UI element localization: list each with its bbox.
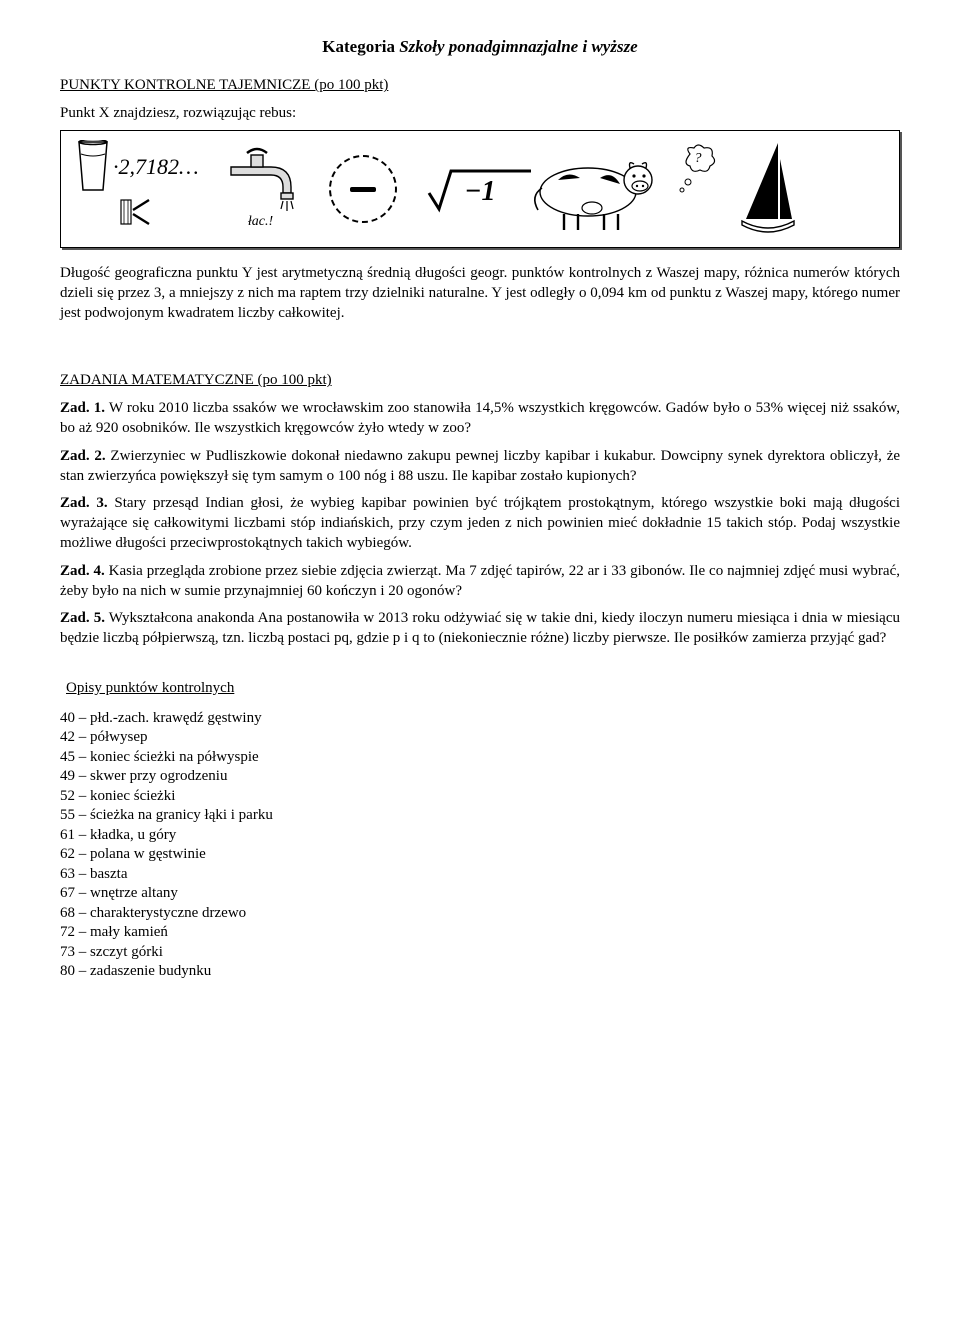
rebus-k-wrap [113,196,161,238]
opis-item: 80 – zadaszenie budynku [60,962,900,982]
opis-item: 55 – ścieżka na granicy łąki i parku [60,806,900,826]
zad-3: Zad. 3. Stary przesąd Indian głosi, że w… [60,494,900,553]
minus-icon [350,187,376,192]
opisy-list: 40 – płd.-zach. krawędź gęstwiny 42 – pó… [60,709,900,982]
zad-5-label: Zad. 5. [60,610,105,626]
rebus-sqrt: −1 [425,165,496,213]
opisy-heading: Opisy punktów kontrolnych [66,679,900,699]
zad-2: Zad. 2. Zwierzyniec w Pudliszkowie dokon… [60,447,900,487]
tap-icon [221,147,301,217]
title-italic: Szkoły ponadgimnazjalne i wyższe [399,37,638,56]
punkt-x-intro: Punkt X znajdziesz, rozwiązując rebus: [60,104,900,124]
rebus-glass-col: ·2,7182… [75,140,199,238]
zad-5: Zad. 5. Wykształcona anakonda Ana postan… [60,609,900,649]
rebus-box: ·2,7182… [60,130,900,248]
rebus-sqrt-value: −1 [465,174,496,211]
zad-4-text: Kasia przegląda zrobione przez siebie zd… [60,563,900,599]
rebus-dashed-circle [323,149,403,229]
cow-icon [518,144,678,234]
rebus-bubble-text: ? [694,151,701,166]
zad-1-label: Zad. 1. [60,400,105,416]
opis-item: 63 – baszta [60,865,900,885]
opis-item: 40 – płd.-zach. krawędź gęstwiny [60,709,900,729]
zad-3-label: Zad. 3. [60,495,108,511]
zad-3-text: Stary przesąd Indian głosi, że wybieg ka… [60,495,900,551]
rebus-tap-col: łac.! [221,147,301,231]
opis-item: 72 – mały kamień [60,923,900,943]
sailboat-icon [740,139,796,239]
opis-item: 52 – koniec ścieżki [60,787,900,807]
page-title: Kategoria Szkoły ponadgimnazjalne i wyżs… [60,36,900,58]
rebus-k-label [113,196,161,238]
opis-item: 49 – skwer przy ogrodzeniu [60,767,900,787]
zad-5-text: Wykształcona anakonda Ana postanowiła w … [60,610,900,646]
opis-item: 61 – kładka, u góry [60,826,900,846]
zad-4: Zad. 4. Kasia przegląda zrobione przez s… [60,562,900,602]
zad-4-label: Zad. 4. [60,563,105,579]
thought-bubble-icon: ? [672,144,718,200]
opis-item: 45 – koniec ścieżki na półwyspie [60,748,900,768]
glass-icon [75,140,111,192]
opis-item: 42 – półwysep [60,728,900,748]
zad-2-text: Zwierzyniec w Pudliszkowie dokonał nieda… [60,448,900,484]
opis-item: 67 – wnętrze altany [60,884,900,904]
opis-item: 73 – szczyt górki [60,943,900,963]
rebus-lac-label: łac.! [248,213,273,231]
rebus-number: ·2,7182… [113,152,199,181]
zadania-heading: ZADANIA MATEMATYCZNE (po 100 pkt) [60,371,900,391]
dlugosc-paragraph: Długość geograficzna punktu Y jest arytm… [60,264,900,323]
opis-item: 68 – charakterystyczne drzewo [60,904,900,924]
zad-1: Zad. 1. W roku 2010 liczba ssaków we wro… [60,399,900,439]
zad-2-label: Zad. 2. [60,448,106,464]
opis-item: 62 – polana w gęstwinie [60,845,900,865]
zad-1-text: W roku 2010 liczba ssaków we wrocławskim… [60,400,900,436]
rebus-cow-col: ? [518,144,718,234]
title-plain: Kategoria [322,37,399,56]
punkty-heading: PUNKTY KONTROLNE TAJEMNICZE (po 100 pkt) [60,76,900,96]
